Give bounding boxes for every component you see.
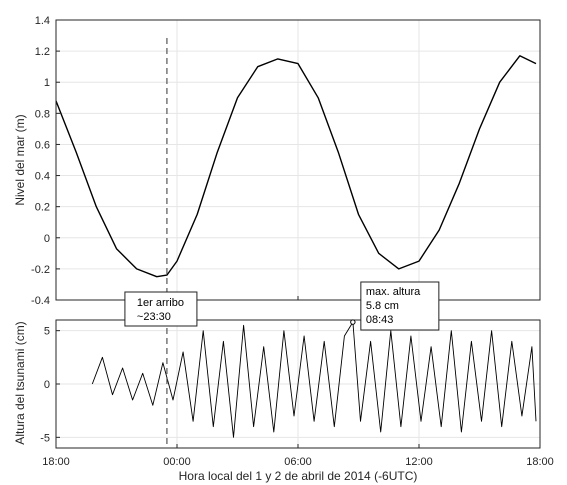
bottom-y-axis-label: Altura del tsunami (cm) [13, 321, 27, 444]
bottom-plot: -5 0 5 18:00 00:00 06:00 12:00 18:00 [40, 319, 554, 468]
top-y-tick-label: 0 [44, 233, 50, 245]
top-y-tick-label: 1.4 [35, 15, 50, 27]
tsunami-series [91, 321, 537, 438]
sea-level-series [55, 55, 537, 278]
max-height-label: max. altura [366, 286, 421, 298]
bottom-x-tick-label: 18:00 [526, 456, 554, 468]
max-height-box [360, 281, 440, 331]
top-plot-frame [55, 19, 541, 301]
max-height-marker [350, 319, 356, 325]
top-y-tick-label: -0.4 [31, 295, 50, 307]
top-y-tick-label: 1 [44, 77, 50, 89]
bottom-x-axis-label: Hora local del 1 y 2 de abril de 2014 (-… [179, 469, 418, 483]
bottom-y-tick-label: 5 [44, 326, 50, 338]
max-height-label: 08:43 [366, 314, 394, 326]
top-y-axis-label: Nivel del mar (m) [13, 114, 27, 205]
first-arrival-label: ~23:30 [137, 311, 171, 323]
bottom-x-tick-label: 00:00 [163, 456, 191, 468]
first-arrival-label: 1er arribo [137, 297, 184, 309]
bottom-y-tick-label: -5 [40, 432, 50, 444]
top-y-tick-label: 1.2 [35, 46, 50, 58]
bottom-y-tick-label: 0 [44, 379, 50, 391]
top-y-tick-label: 0.6 [35, 139, 50, 151]
top-y-tick-label: 0.2 [35, 202, 50, 214]
bottom-x-tick-label: 06:00 [284, 456, 312, 468]
bottom-x-tick-label: 18:00 [42, 456, 70, 468]
annotations: 1er arribo ~23:30 max. altura 5.8 cm 08:43 [124, 38, 440, 448]
first-arrival-box [124, 291, 198, 327]
top-plot: -0.4 -0.2 0 0.2 0.4 0.6 0.8 1 1.2 1.4 [31, 15, 541, 307]
top-y-tick-label: 0.8 [35, 108, 50, 120]
top-y-tick-label: 0.4 [35, 171, 50, 183]
bottom-plot-frame [55, 319, 541, 449]
max-height-label: 5.8 cm [366, 300, 399, 312]
bottom-x-tick-label: 12:00 [405, 456, 433, 468]
top-y-tick-label: -0.2 [31, 264, 50, 276]
